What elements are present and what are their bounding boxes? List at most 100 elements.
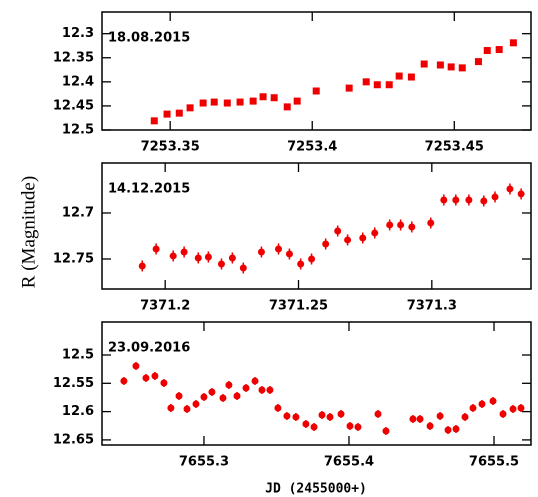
point [270,94,278,102]
x-axis-label: JD (2455000+) [265,482,367,497]
point [152,245,160,253]
point [359,234,367,242]
point [483,47,491,55]
point [362,78,370,86]
point [326,413,334,421]
point [344,236,352,244]
point [452,196,460,204]
point [408,223,416,231]
x-tick-label: 7253.45 [425,140,484,155]
point [458,64,466,72]
point [132,362,140,370]
point [274,404,282,412]
point [517,190,525,198]
point [163,110,171,118]
point [233,392,241,400]
point [257,248,265,256]
point [509,39,517,47]
point [258,386,266,394]
y-tick-label: 12.55 [53,376,94,391]
annotation: 18.08.2015 [108,31,190,46]
point [138,262,146,270]
point [200,393,208,401]
y-tick-label: 12.65 [53,432,94,447]
point [186,104,194,112]
x-tick-label: 7371.25 [269,299,328,314]
point [407,73,415,81]
point [310,423,318,431]
point [337,410,345,418]
point [259,93,267,101]
point [517,404,525,412]
point [217,260,225,268]
point [385,81,393,89]
y-tick-label: 12.6 [62,404,94,419]
point [506,185,514,193]
point [225,381,233,389]
point [266,386,274,394]
point [474,58,482,66]
point [469,404,477,412]
point [251,377,259,385]
point [440,196,448,204]
point [285,250,293,258]
point [236,98,244,106]
point [242,384,250,392]
point [228,254,236,262]
point [491,193,499,201]
point [447,63,455,71]
plot-frame [101,162,532,290]
point [239,264,247,272]
x-tick-label: 7655.5 [469,455,519,470]
point [478,400,486,408]
point [318,411,326,419]
point [495,46,503,54]
x-tick-label: 7371.2 [140,299,190,314]
point [183,405,191,413]
point [436,412,444,420]
point [151,372,159,380]
point [322,240,330,248]
point [293,97,301,105]
plot-frame [101,11,532,131]
point [312,87,320,95]
point [283,412,291,420]
point [302,420,310,428]
point [409,415,417,423]
point [120,377,128,385]
point [444,426,452,434]
point [386,221,394,229]
x-tick-label: 7655.4 [324,455,374,470]
point [175,392,183,400]
x-tick-label: 7371.3 [407,299,457,314]
y-tick-label: 12.4 [62,74,94,89]
x-tick-label: 7253.4 [287,140,337,155]
y-tick-label: 12.75 [53,251,94,266]
point [249,97,257,105]
point [395,72,403,80]
point [297,260,305,268]
point [489,397,497,405]
point [509,405,517,413]
point [219,394,227,402]
point [465,196,473,204]
annotation: 23.09.2016 [108,341,190,356]
point [167,404,175,412]
point [346,422,354,430]
point [283,103,291,111]
y-tick-label: 12.5 [62,348,94,363]
point [436,61,444,69]
point [208,388,216,396]
x-tick-label: 7655.3 [179,455,229,470]
point [480,197,488,205]
point [194,254,202,262]
point [180,248,188,256]
y-tick-label: 12.3 [62,26,94,41]
y-tick-label: 12.7 [62,205,94,220]
x-tick-label: 7253.35 [141,140,200,155]
point [160,379,168,387]
point [175,109,183,117]
point [499,410,507,418]
point [426,422,434,430]
